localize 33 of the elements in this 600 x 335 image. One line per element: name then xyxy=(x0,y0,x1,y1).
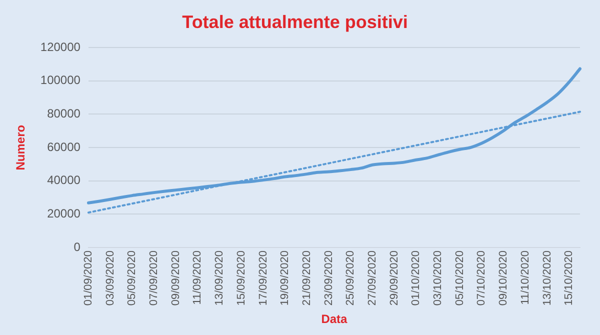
y-tick-label: 80000 xyxy=(47,106,81,121)
x-axis-title: Data xyxy=(321,312,348,326)
x-tick-label: 13/09/2020 xyxy=(214,250,226,306)
y-tick-label: 0 xyxy=(74,240,81,254)
y-tick-label: 60000 xyxy=(47,140,81,154)
x-tick-label: 09/10/2020 xyxy=(498,250,510,306)
x-tick-label: 29/09/2020 xyxy=(388,250,400,306)
x-tick-label: 11/09/2020 xyxy=(192,250,204,305)
x-tick-label: 17/09/2020 xyxy=(257,250,270,306)
x-tick-label: 19/09/2020 xyxy=(279,250,292,306)
x-tick-label: 07/10/2020 xyxy=(476,250,488,306)
y-tick-label: 20000 xyxy=(47,206,81,221)
x-tick-label: 01/09/2020 xyxy=(82,250,94,306)
x-tick-label: 09/09/2020 xyxy=(170,250,182,306)
x-tick-label: 01/10/2020 xyxy=(410,250,422,306)
x-tick-label: 05/10/2020 xyxy=(454,250,466,306)
x-tick-label: 07/09/2020 xyxy=(148,250,160,306)
x-tick-label: 21/09/2020 xyxy=(300,250,313,306)
x-tick-label: 11/10/2020 xyxy=(519,250,532,305)
x-tick-label: 25/09/2020 xyxy=(344,250,357,306)
chart-title: Totale attualmente positivi xyxy=(182,12,408,32)
x-tick-label: 13/10/2020 xyxy=(541,250,554,306)
y-tick-label: 40000 xyxy=(47,173,81,188)
x-tick-label: 03/09/2020 xyxy=(104,250,116,306)
y-tick-label: 100000 xyxy=(40,73,81,88)
x-tick-label: 15/10/2020 xyxy=(563,250,576,306)
y-tick-label: 120000 xyxy=(40,40,81,54)
x-tick-label: 03/10/2020 xyxy=(432,250,444,306)
x-tick-label: 23/09/2020 xyxy=(322,250,335,306)
y-axis-title: Numero xyxy=(14,124,28,170)
x-tick-label: 05/09/2020 xyxy=(126,250,138,306)
x-tick-label: 27/09/2020 xyxy=(366,250,378,306)
x-tick-label: 15/09/2020 xyxy=(235,250,248,306)
